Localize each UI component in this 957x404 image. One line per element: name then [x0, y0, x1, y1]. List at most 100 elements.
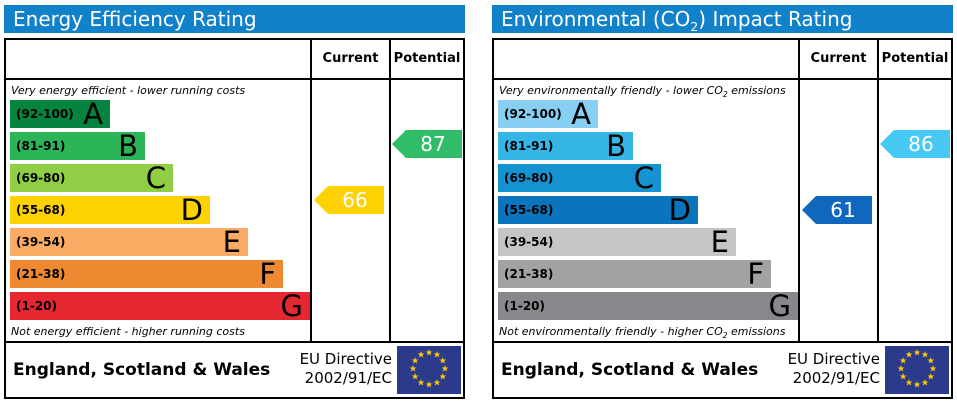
environmental-impact-chart: Environmental (CO2) Impact Rating Curren… [492, 0, 953, 404]
band-range: (92-100) [16, 107, 74, 121]
band-range: (92-100) [504, 107, 562, 121]
band-row-c: (69-80) C [498, 161, 661, 195]
eu-star-icon: ★ [438, 356, 447, 367]
eu-star-icon: ★ [920, 350, 930, 361]
band-row-b: (81-91) B [10, 129, 145, 163]
band-letter: E [710, 225, 729, 259]
eu-star-icon: ★ [926, 372, 935, 383]
band-letter: A [571, 97, 591, 131]
eu-star-icon: ★ [926, 356, 935, 367]
footer-divider [6, 341, 463, 343]
column-divider [389, 40, 391, 343]
bottom-note: Not energy efficient - higher running co… [11, 325, 245, 338]
band-range: (21-38) [16, 267, 66, 281]
eu-star-icon: ★ [424, 348, 434, 359]
potential-column-header: Potential [393, 51, 461, 66]
region-label: England, Scotland & Wales [501, 360, 759, 380]
eu-star-icon: ★ [912, 348, 922, 359]
eu-star-icon: ★ [432, 378, 442, 389]
eu-star-icon: ★ [424, 380, 434, 391]
band-letter: C [633, 161, 654, 195]
band-range: (39-54) [16, 235, 66, 249]
band-range: (1-20) [16, 299, 57, 313]
rating-table: Current Potential Very energy efficient … [4, 38, 465, 399]
top-note: Very environmentally friendly - lower CO… [499, 84, 786, 100]
chart-title-bar: Energy Efficiency Rating [4, 5, 465, 33]
band-letter: G [280, 289, 303, 323]
chart-title-bar: Environmental (CO2) Impact Rating [492, 5, 953, 33]
potential-rating-arrow: 87 [392, 130, 462, 158]
eu-star-icon: ★ [904, 378, 914, 389]
potential-rating-value: 86 [908, 132, 934, 156]
current-column-header: Current [810, 51, 867, 66]
band-row-a: (92-100) A [498, 97, 598, 131]
eu-flag: ★ ★ ★ ★ ★ ★ ★ ★ ★ ★ ★ ★ [397, 346, 461, 394]
band-range: (69-80) [16, 171, 66, 185]
band-row-f: (21-38) F [498, 257, 771, 291]
column-divider [310, 40, 312, 343]
eu-star-icon: ★ [899, 356, 908, 367]
eu-star-icon: ★ [904, 350, 914, 361]
band-row-d: (55-68) D [498, 193, 698, 227]
eu-flag: ★ ★ ★ ★ ★ ★ ★ ★ ★ ★ ★ ★ [885, 346, 949, 394]
potential-rating-value: 87 [420, 132, 446, 156]
band-letter: G [768, 289, 791, 323]
band-letter: C [145, 161, 166, 195]
eu-star-icon: ★ [432, 350, 442, 361]
header-divider [6, 78, 463, 80]
current-rating-arrow: 61 [802, 196, 872, 224]
current-column-header: Current [322, 51, 379, 66]
eu-star-icon: ★ [411, 372, 420, 383]
chart-title: Environmental (CO [501, 7, 691, 31]
band-row-a: (92-100) A [10, 97, 110, 131]
eu-directive-label: EU Directive 2002/91/EC [299, 350, 392, 387]
band-letter: E [222, 225, 241, 259]
eu-star-icon: ★ [928, 364, 938, 375]
band-row-g: (1-20) G [10, 289, 310, 323]
bottom-note: Not environmentally friendly - higher CO… [499, 325, 786, 341]
eu-star-icon: ★ [438, 372, 447, 383]
eu-directive-label: EU Directive 2002/91/EC [787, 350, 880, 387]
band-row-c: (69-80) C [10, 161, 173, 195]
band-row-d: (55-68) D [10, 193, 210, 227]
band-range: (39-54) [504, 235, 554, 249]
column-divider [877, 40, 879, 343]
band-row-b: (81-91) B [498, 132, 633, 161]
chart-title-subscript: 2 [690, 19, 699, 33]
top-note: Very energy efficient - lower running co… [11, 84, 246, 97]
band-letter: D [668, 193, 691, 227]
potential-rating-arrow: 86 [880, 130, 950, 158]
region-label: England, Scotland & Wales [13, 360, 271, 380]
band-range: (55-68) [504, 203, 554, 217]
band-letter: B [118, 129, 138, 163]
band-range: (1-20) [504, 299, 545, 313]
chart-title-suffix: ) Impact Rating [698, 7, 853, 31]
eu-star-icon: ★ [416, 378, 426, 389]
band-row-f: (21-38) F [10, 257, 283, 291]
eu-star-icon: ★ [920, 378, 930, 389]
band-range: (81-91) [504, 139, 554, 153]
band-range: (69-80) [504, 171, 554, 185]
band-letter: A [83, 97, 103, 131]
eu-star-icon: ★ [408, 364, 418, 375]
band-row-g: (1-20) G [498, 289, 798, 323]
eu-star-icon: ★ [440, 364, 450, 375]
eu-star-icon: ★ [912, 380, 922, 391]
eu-star-icon: ★ [896, 364, 906, 375]
band-letter: F [747, 257, 764, 291]
current-rating-arrow: 66 [314, 186, 384, 214]
current-rating-value: 66 [342, 188, 368, 212]
rating-table: Current Potential Very environmentally f… [492, 38, 953, 399]
energy-efficiency-chart: Energy Efficiency Rating Current Potenti… [4, 0, 465, 404]
potential-column-header: Potential [881, 51, 949, 66]
band-range: (81-91) [16, 139, 66, 153]
chart-title: Energy Efficiency Rating [13, 7, 257, 31]
column-divider [798, 40, 800, 343]
band-row-e: (39-54) E [498, 225, 736, 259]
band-range: (55-68) [16, 203, 66, 217]
band-letter: D [180, 193, 203, 227]
eu-star-icon: ★ [899, 372, 908, 383]
band-row-e: (39-54) E [10, 225, 248, 259]
band-letter: F [259, 257, 276, 291]
